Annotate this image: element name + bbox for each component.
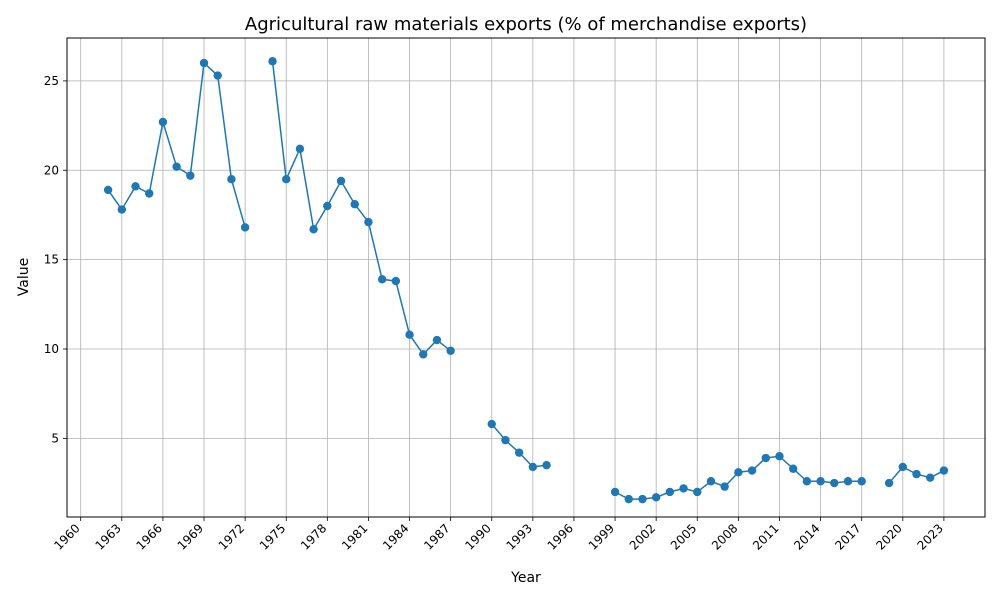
data-point <box>145 189 154 198</box>
data-point <box>775 452 784 461</box>
data-point <box>323 201 332 211</box>
data-point <box>528 462 538 472</box>
y-tick-label: 15 <box>44 253 59 267</box>
data-point <box>227 174 236 184</box>
data-point <box>240 223 250 232</box>
data-point <box>912 469 921 479</box>
grid <box>67 38 985 517</box>
data-point <box>158 117 168 127</box>
data-point <box>734 468 743 477</box>
data-point <box>939 466 949 475</box>
data-point <box>391 276 401 286</box>
data-point <box>350 200 359 209</box>
chart-title: Agricultural raw materials exports (% of… <box>245 14 807 35</box>
data-point <box>720 482 729 491</box>
data-point <box>377 275 387 284</box>
data-point <box>542 460 551 470</box>
data-point <box>172 162 181 171</box>
data-point <box>884 478 894 488</box>
data-point <box>309 225 318 234</box>
data-point <box>131 182 140 191</box>
y-axis-ticks: 5 10 15 20 25 <box>44 74 67 445</box>
y-tick-label: 5 <box>51 431 59 445</box>
data-point <box>117 205 127 214</box>
data-point <box>295 144 305 154</box>
data-point <box>788 464 798 473</box>
data-point <box>679 484 688 493</box>
y-tick-label: 20 <box>44 163 59 177</box>
data-point <box>665 487 675 497</box>
y-tick-label: 10 <box>44 342 59 356</box>
data-point <box>419 350 428 359</box>
data-point <box>830 478 839 488</box>
data-point <box>103 185 113 195</box>
data-point <box>816 477 825 486</box>
data-point <box>624 494 633 504</box>
data-point <box>186 171 195 180</box>
data-point <box>199 58 209 68</box>
y-axis-label: Value <box>16 258 32 296</box>
data-point <box>213 71 222 80</box>
data-point <box>693 487 702 497</box>
data-point <box>802 477 812 486</box>
data-point <box>282 174 291 184</box>
data-point <box>925 473 935 482</box>
data-point <box>405 330 414 339</box>
data-point <box>651 493 661 502</box>
data-point <box>364 217 373 227</box>
data-point <box>843 477 853 486</box>
data-point <box>898 462 907 472</box>
data-point <box>638 494 647 504</box>
data-point <box>446 346 455 355</box>
data-point <box>501 435 510 445</box>
data-point <box>706 477 716 486</box>
data-point <box>857 477 866 486</box>
data-point <box>268 57 277 66</box>
data-point <box>336 176 346 186</box>
data-point <box>610 487 620 497</box>
data-point <box>432 335 442 345</box>
data-point <box>761 453 770 463</box>
y-tick-label: 25 <box>44 74 59 88</box>
data-point <box>487 419 496 429</box>
marker-layer <box>103 57 949 504</box>
data-point <box>747 466 757 475</box>
data-point <box>514 448 524 457</box>
plot-frame <box>66 37 986 518</box>
x-axis-label: Year <box>510 570 541 586</box>
